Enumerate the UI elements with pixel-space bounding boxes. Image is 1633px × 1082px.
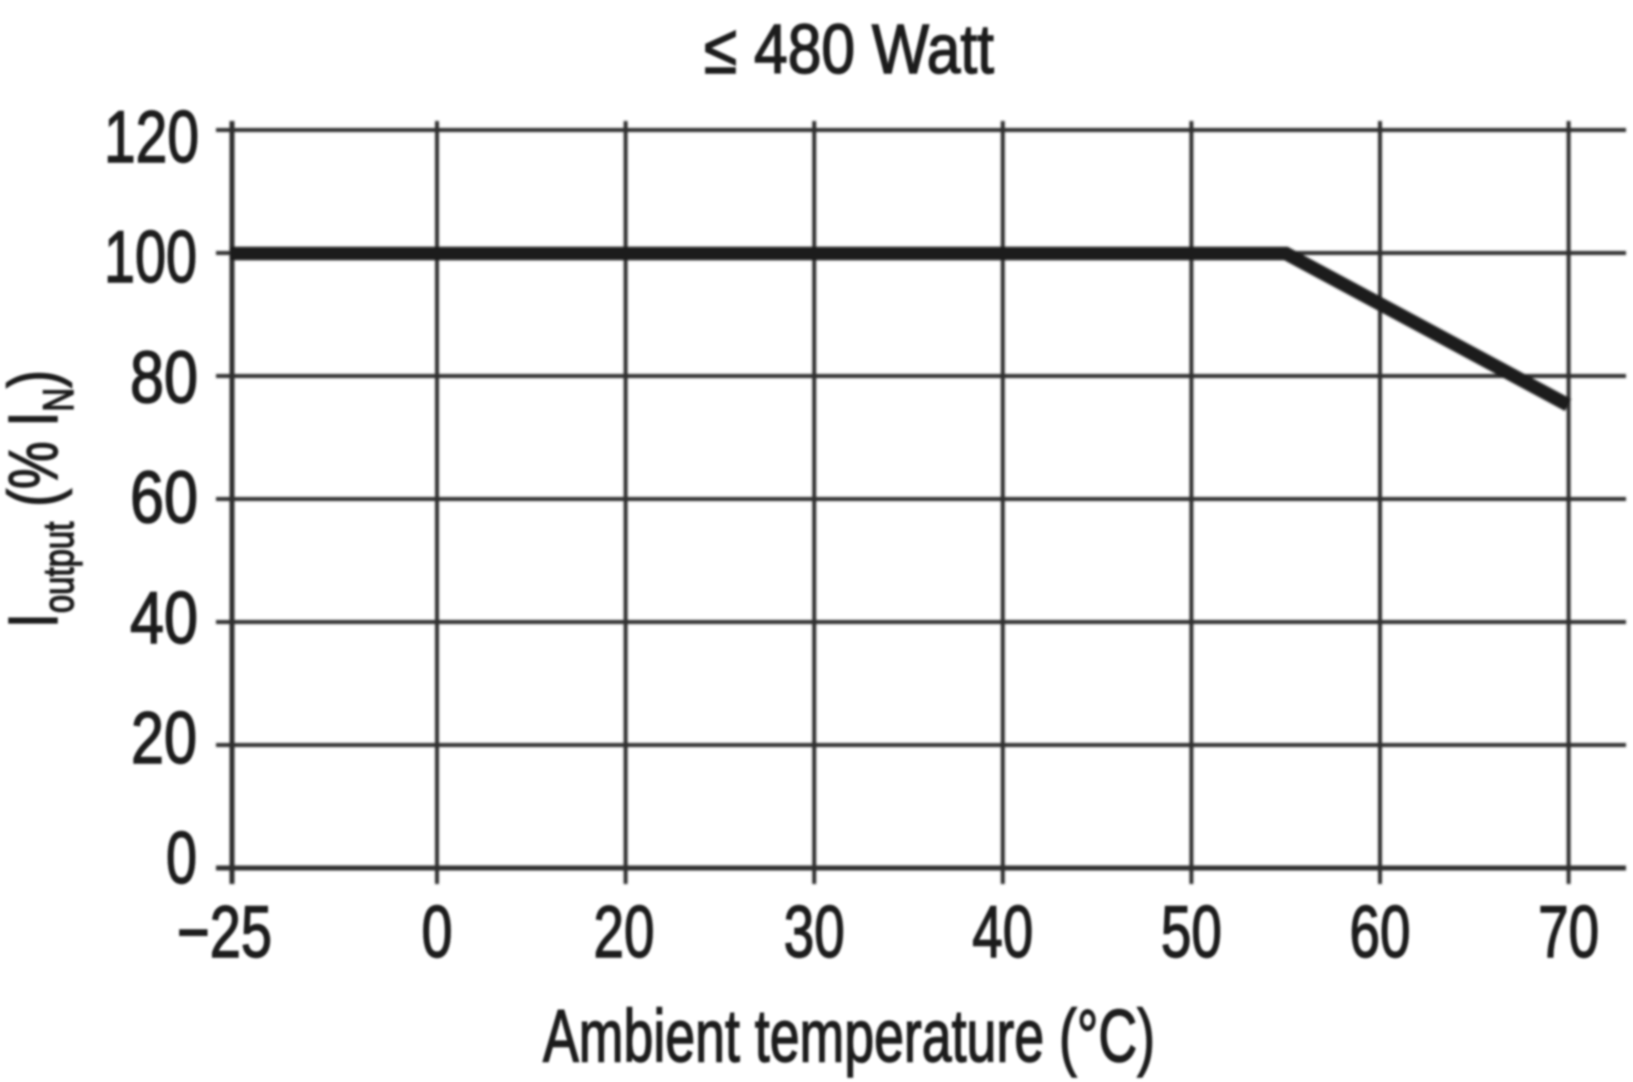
svg-text:20: 20 bbox=[131, 698, 197, 779]
svg-text:100: 100 bbox=[104, 217, 197, 298]
svg-text:≤ 480 Watt: ≤ 480 Watt bbox=[704, 10, 994, 88]
svg-text:40: 40 bbox=[972, 892, 1033, 973]
svg-text:Ambient temperature (°C): Ambient temperature (°C) bbox=[543, 995, 1155, 1078]
svg-text:70: 70 bbox=[1538, 892, 1599, 973]
svg-text:60: 60 bbox=[130, 458, 198, 539]
svg-text:80: 80 bbox=[130, 337, 198, 418]
svg-text:20: 20 bbox=[594, 892, 655, 973]
svg-text:0: 0 bbox=[422, 892, 453, 973]
svg-text:120: 120 bbox=[104, 97, 199, 178]
svg-text:40: 40 bbox=[130, 578, 198, 659]
svg-text:60: 60 bbox=[1350, 892, 1411, 973]
svg-text:30: 30 bbox=[784, 892, 845, 973]
svg-text:0: 0 bbox=[166, 818, 197, 899]
svg-text:50: 50 bbox=[1161, 892, 1222, 973]
svg-text:−25: −25 bbox=[177, 892, 272, 973]
